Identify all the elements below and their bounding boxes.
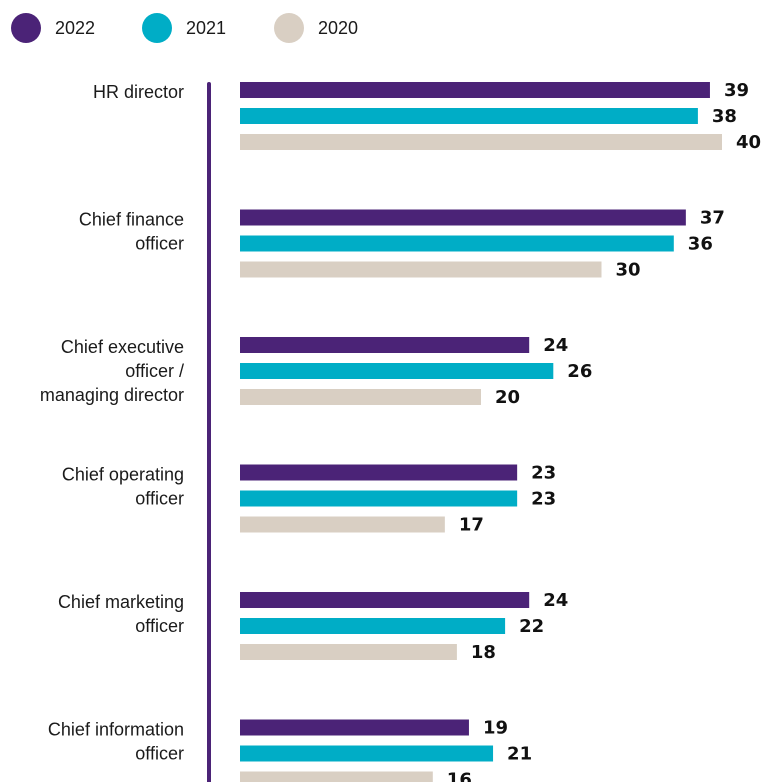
bar-2020 xyxy=(240,134,722,150)
legend-swatch-2022 xyxy=(11,13,41,43)
category-labels: HR director Chief finance officer Chief exe… xyxy=(40,82,184,764)
value-label-2020: 40 xyxy=(736,132,761,153)
value-label-2021: 21 xyxy=(507,744,532,765)
bars xyxy=(240,82,722,782)
category-label: officer xyxy=(135,616,184,636)
bar-2022 xyxy=(240,82,710,98)
bar-2021 xyxy=(240,235,674,252)
value-label-2022: 39 xyxy=(724,80,749,101)
bar-2021 xyxy=(240,618,506,634)
bar-2022 xyxy=(240,337,530,353)
bar-2020 xyxy=(240,644,457,660)
bar-2021 xyxy=(240,108,698,124)
legend-swatch-2020 xyxy=(274,13,304,43)
category-label: officer xyxy=(135,489,184,509)
bar-2020 xyxy=(240,389,481,405)
value-label-2022: 19 xyxy=(483,718,508,739)
category-label: managing director xyxy=(40,385,184,405)
category-label: Chief finance xyxy=(79,210,184,230)
category-label: Chief operating xyxy=(62,465,184,485)
legend: 2022 2021 2020 xyxy=(11,13,358,43)
value-label-2021: 26 xyxy=(567,361,592,382)
bar-2020 xyxy=(240,516,445,533)
bar-2021 xyxy=(240,490,518,507)
legend-label-2020: 2020 xyxy=(318,18,358,38)
category-label: Chief executive xyxy=(61,337,184,357)
value-label-2022: 23 xyxy=(531,463,556,484)
value-labels: 39 38 40 37 36 30 24 26 20 23 23 17 24 22 18 19 21 16 xyxy=(447,80,761,782)
value-label-2021: 38 xyxy=(712,106,737,127)
value-label-2021: 22 xyxy=(519,616,544,637)
legend-label-2021: 2021 xyxy=(186,18,226,38)
legend-label-2022: 2022 xyxy=(55,18,95,38)
bar-2022 xyxy=(240,209,686,226)
value-label-2021: 23 xyxy=(531,489,556,510)
legend-swatch-2021 xyxy=(142,13,172,43)
bar-2022 xyxy=(240,719,469,736)
value-label-2022: 24 xyxy=(543,335,568,356)
bar-2022 xyxy=(240,592,530,608)
value-label-2020: 17 xyxy=(459,515,484,536)
category-label: HR director xyxy=(93,82,184,102)
value-label-2020: 16 xyxy=(447,770,472,782)
value-label-2022: 24 xyxy=(543,590,568,611)
category-label: Chief marketing xyxy=(58,592,184,612)
value-label-2020: 20 xyxy=(495,387,520,408)
category-label: officer xyxy=(135,234,184,254)
bar-2020 xyxy=(240,261,602,278)
value-label-2022: 37 xyxy=(700,208,725,229)
bar-2021 xyxy=(240,745,494,762)
value-label-2021: 36 xyxy=(688,234,713,255)
bar-2021 xyxy=(240,363,554,379)
value-label-2020: 30 xyxy=(616,260,641,281)
category-label: officer / xyxy=(125,361,184,381)
bar-2020 xyxy=(240,771,433,782)
bar-2022 xyxy=(240,464,518,481)
value-label-2020: 18 xyxy=(471,642,496,663)
category-label: Chief information xyxy=(48,720,184,740)
category-label: officer xyxy=(135,744,184,764)
